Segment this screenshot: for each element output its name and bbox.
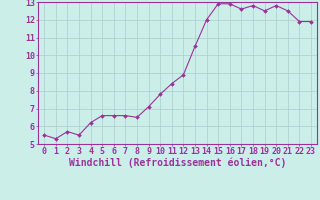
- X-axis label: Windchill (Refroidissement éolien,°C): Windchill (Refroidissement éolien,°C): [69, 158, 286, 168]
